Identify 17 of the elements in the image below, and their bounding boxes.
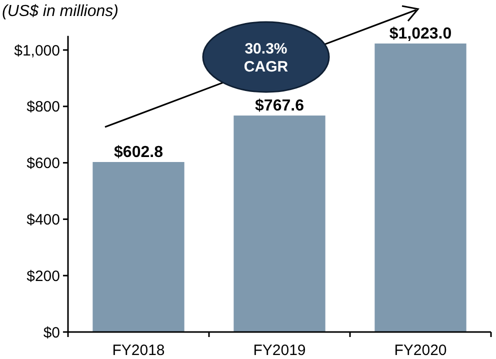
y-tick-label: $400 [26, 211, 60, 228]
data-label: $1,023.0 [389, 26, 452, 43]
y-tick-label: $1,000 [14, 42, 60, 60]
data-label: $602.8 [114, 144, 164, 162]
bar [374, 44, 466, 332]
x-tick-label: FY2020 [394, 342, 447, 359]
annotation: 30.3% CAGR [244, 40, 288, 76]
y-axis-title: (US$ in millions) [2, 3, 118, 20]
bar [92, 162, 184, 332]
data-label: $767.6 [255, 98, 304, 115]
y-tick-label: $800 [26, 98, 60, 116]
x-tick-label: FY2018 [112, 342, 165, 359]
y-tick-label: $600 [26, 155, 60, 172]
y-tick-label: $0 [43, 324, 60, 342]
y-tick-label: $200 [26, 268, 60, 285]
x-tick-label: FY2019 [253, 342, 306, 359]
bar [234, 116, 326, 332]
